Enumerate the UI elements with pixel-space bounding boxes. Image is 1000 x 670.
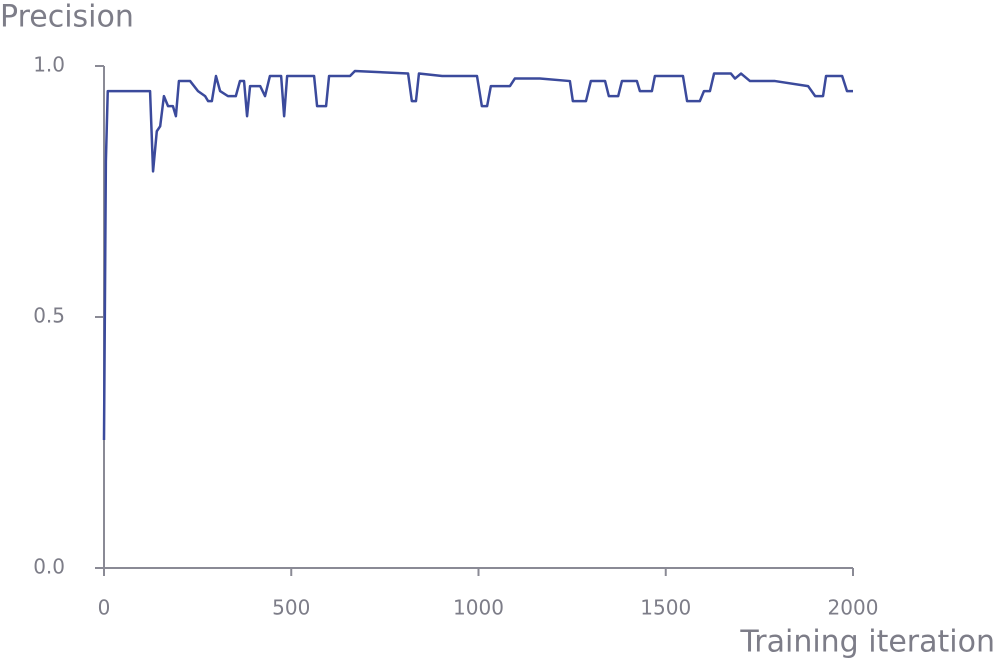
y-tick-label: 1.0: [33, 53, 65, 77]
data-line: [102, 69, 853, 440]
x-tick-label: 0: [98, 596, 111, 620]
x-tick-label: 500: [272, 596, 310, 620]
x-tick-label: 1000: [453, 596, 504, 620]
x-tick-label: 1500: [640, 596, 691, 620]
y-axis-title: Precision: [0, 0, 134, 35]
y-tick-label: 0.0: [33, 555, 65, 579]
x-tick-label: 2000: [828, 596, 879, 620]
x-axis-title: Training iteration: [739, 625, 995, 660]
y-tick-label: 0.5: [33, 304, 65, 328]
